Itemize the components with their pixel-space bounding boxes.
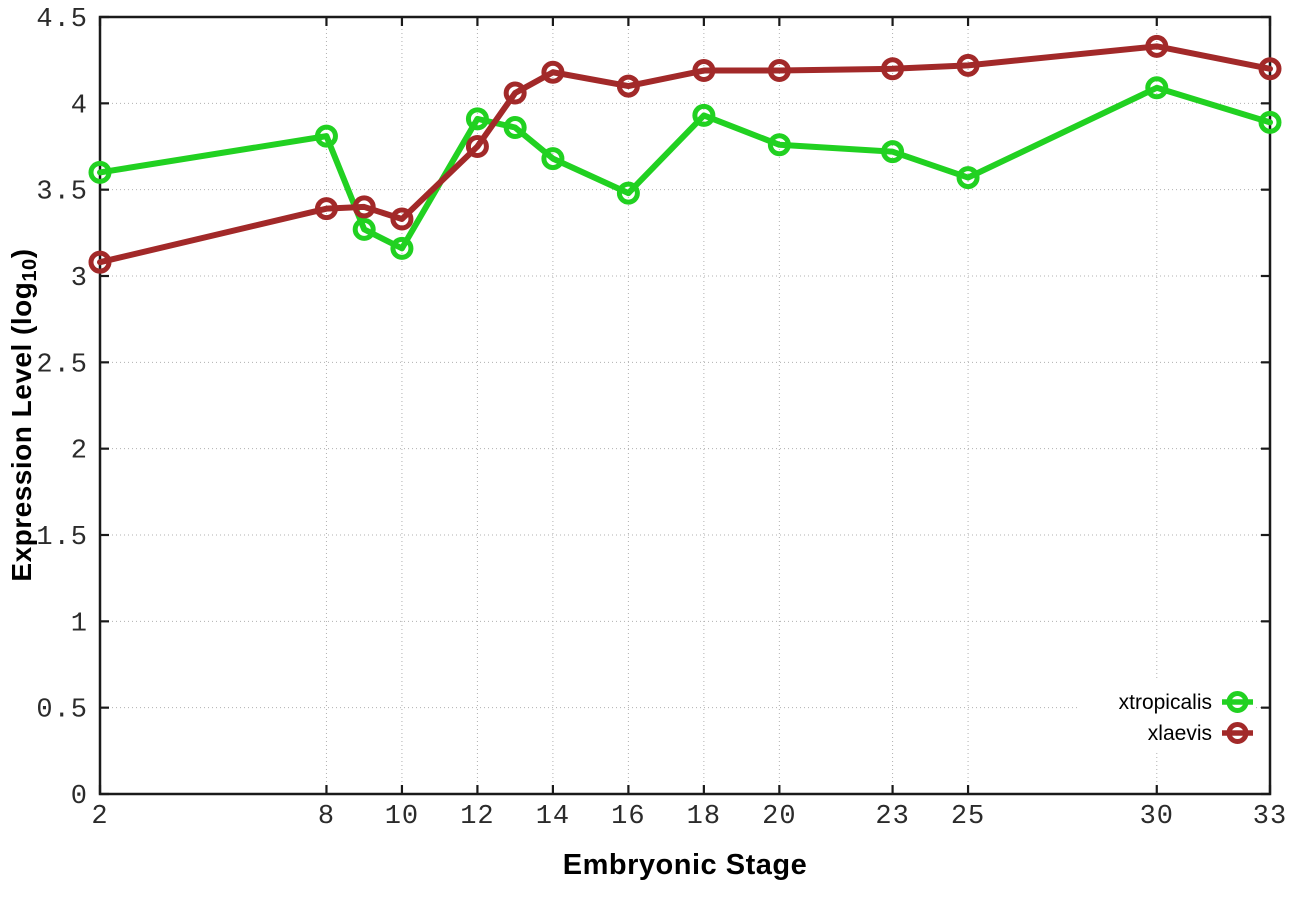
series-line-xtropicalis	[97, 84, 1273, 252]
legend-label-xtropicalis: xtropicalis	[1119, 691, 1212, 714]
marker-xtropicalis	[314, 124, 338, 148]
x-tick-label: 10	[385, 802, 419, 832]
x-tick-label: 30	[1140, 802, 1174, 832]
x-axis-title: Embryonic Stage	[562, 849, 808, 881]
marker-xtropicalis	[541, 147, 565, 171]
y-tick-label: 1.5	[36, 523, 88, 553]
marker-xlaevis	[1258, 57, 1282, 81]
marker-xlaevis	[541, 60, 565, 84]
marker-xlaevis	[352, 195, 376, 219]
y-tick-label: 0.5	[36, 696, 88, 726]
series-line-xlaevis	[97, 43, 1273, 266]
marker-xlaevis	[616, 74, 640, 98]
y-axis-title-tail: )	[5, 248, 37, 259]
marker-xtropicalis	[465, 107, 489, 131]
marker-xlaevis	[503, 81, 527, 105]
y-axis-title-subscript: 10	[19, 258, 42, 282]
x-tick-label: 33	[1253, 802, 1287, 832]
y-tick-label: 4.5	[36, 5, 88, 35]
x-tick-label: 12	[460, 802, 494, 832]
x-tick-label: 23	[875, 802, 909, 832]
x-tick-label: 18	[687, 802, 721, 832]
plot-border	[98, 15, 1272, 796]
marker-xtropicalis	[881, 140, 905, 164]
y-tick-label: 4	[71, 91, 88, 121]
y-tick-label: 3	[71, 264, 88, 294]
marker-xtropicalis	[616, 181, 640, 205]
y-tick-label: 2.5	[36, 350, 88, 380]
marker-xlaevis	[692, 59, 716, 83]
marker-xlaevis	[88, 250, 112, 274]
marker-xtropicalis	[767, 133, 791, 157]
marker-xlaevis	[881, 57, 905, 81]
marker-xlaevis	[956, 53, 980, 77]
y-tick-label: 3.5	[36, 178, 88, 208]
marker-xlaevis	[390, 207, 414, 231]
marker-xlaevis	[1145, 34, 1169, 58]
marker-xtropicalis	[956, 166, 980, 190]
y-axis-title-main: Expression Level (log	[5, 281, 37, 582]
marker-xtropicalis	[503, 116, 527, 140]
x-tick-label: 20	[762, 802, 796, 832]
legend-marker-xlaevis	[1226, 722, 1249, 744]
x-tick-label: 2	[91, 802, 108, 832]
marker-xtropicalis	[352, 217, 376, 241]
y-tick-label: 1	[71, 609, 88, 639]
y-axis-title: Expression Level (log10)	[6, 248, 42, 581]
marker-xtropicalis	[88, 160, 112, 184]
marker-xtropicalis	[692, 103, 716, 127]
marker-xtropicalis	[1145, 76, 1169, 100]
y-tick-label: 0	[71, 782, 88, 812]
marker-xtropicalis	[390, 236, 414, 260]
x-tick-label: 14	[536, 802, 570, 832]
legend-marker-xtropicalis	[1226, 691, 1249, 713]
x-tick-label: 16	[611, 802, 645, 832]
marker-xlaevis	[465, 135, 489, 158]
x-tick-label: 8	[318, 802, 335, 832]
marker-xlaevis	[314, 197, 338, 221]
y-tick-label: 2	[71, 437, 88, 467]
legend-background	[1078, 680, 1256, 752]
marker-xtropicalis	[1258, 110, 1282, 134]
marker-xlaevis	[767, 59, 791, 83]
x-tick-label: 25	[951, 802, 985, 832]
legend-label-xlaevis: xlaevis	[1148, 722, 1212, 745]
